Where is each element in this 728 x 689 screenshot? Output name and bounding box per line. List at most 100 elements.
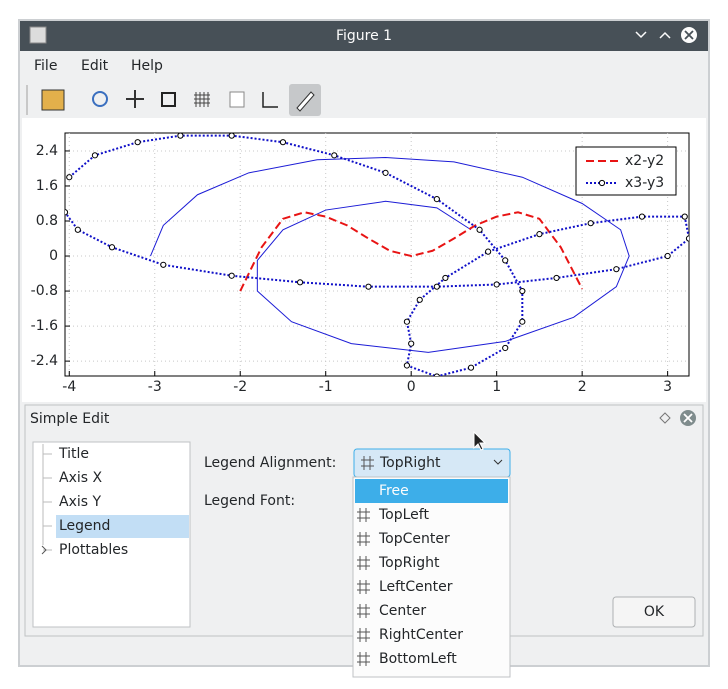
x-tick-label: 0: [407, 379, 416, 395]
toolbar-handle: [26, 85, 28, 115]
marker: [331, 152, 338, 159]
series-line: [239, 211, 584, 292]
marker: [382, 169, 389, 176]
marker: [296, 279, 304, 286]
marker: [519, 318, 526, 325]
x-tick-label: 2: [578, 379, 587, 395]
menu-item[interactable]: File: [34, 58, 57, 74]
series-line: [65, 134, 689, 376]
dropdown-option[interactable]: TopCenter: [378, 531, 450, 547]
y-tick-label: -0.8: [31, 283, 58, 299]
window-title: Figure 1: [336, 28, 392, 44]
ok-button[interactable]: [612, 596, 696, 628]
marker: [403, 318, 411, 325]
marker: [502, 257, 509, 264]
tree-item[interactable]: Plottables: [59, 542, 128, 558]
marker: [519, 287, 526, 295]
x-tick-label: -2: [233, 379, 247, 395]
marker: [467, 364, 475, 371]
window-controls[interactable]: [635, 31, 671, 39]
option-icon: [357, 556, 370, 570]
dropdown-option[interactable]: TopRight: [378, 555, 440, 571]
app-icon: [29, 26, 47, 44]
dropdown-option[interactable]: LeftCenter: [379, 579, 453, 595]
option-highlight: [355, 479, 508, 503]
combo-value[interactable]: TopRight: [379, 455, 441, 471]
legend: [575, 146, 677, 196]
tree-selection: [56, 515, 189, 538]
dialog-title: Simple Edit: [30, 411, 110, 427]
marker: [485, 248, 492, 255]
marker: [66, 174, 73, 181]
tool-edit[interactable]: [296, 91, 315, 112]
dropdown-option[interactable]: Free: [379, 483, 409, 499]
plot-clip: [65, 133, 689, 376]
marker: [279, 139, 287, 146]
y-tick-label: 0: [49, 248, 58, 264]
option-icon: [357, 532, 370, 546]
legend-label: x2-y2: [625, 153, 664, 169]
marker: [160, 261, 167, 268]
marker: [365, 283, 372, 290]
form-label: Legend Alignment:: [204, 455, 336, 471]
y-tick-label: 0.8: [36, 213, 58, 229]
dropdown-option[interactable]: TopLeft: [378, 507, 429, 523]
legend-label: x3-y3: [625, 175, 664, 191]
title-bar: [20, 21, 708, 51]
marker: [403, 362, 411, 369]
marker: [553, 274, 560, 282]
x-tick-label: 1: [492, 379, 501, 395]
marker: [408, 340, 415, 347]
dialog-close-x: [683, 413, 693, 423]
dropdown-option[interactable]: RightCenter: [379, 627, 463, 643]
tree-item[interactable]: Legend: [59, 518, 110, 534]
plot: -4 -3 -2 -1 0 1 2 3 -2.4 -1.6 -0.8 0 0.8 1.6 2.4 x2-y2 x…: [31, 133, 689, 395]
marker: [108, 244, 116, 251]
tree-item[interactable]: Title: [58, 446, 89, 462]
form: Legend Alignment: Legend Font: TopRight Fre…: [204, 448, 696, 678]
option-icon: [357, 628, 370, 642]
tool-grid[interactable]: [194, 92, 210, 107]
marker: [638, 213, 646, 220]
tool-zoom[interactable]: [92, 91, 108, 107]
toolbar: [26, 84, 321, 116]
option-icon: [357, 508, 370, 522]
marker: [416, 296, 423, 303]
marker: [134, 139, 141, 146]
tool-legend[interactable]: [229, 91, 245, 108]
tool-rect[interactable]: [161, 92, 176, 107]
tree-item[interactable]: Axis X: [59, 470, 102, 486]
marker: [442, 274, 449, 282]
marker: [433, 373, 440, 376]
menu-item[interactable]: Help: [131, 58, 163, 74]
marker: [228, 133, 235, 139]
marker: [536, 231, 543, 238]
x-tick-label: -1: [319, 379, 333, 395]
option-icon: [357, 604, 370, 618]
tool-pan[interactable]: [126, 90, 144, 108]
marker: [433, 283, 440, 290]
option-icon: [357, 652, 370, 666]
marker: [613, 266, 620, 273]
menu-item[interactable]: Edit: [81, 58, 109, 74]
x-tick-label: -4: [62, 379, 76, 395]
dropdown-option[interactable]: BottomLeft: [379, 651, 457, 667]
tool-axes[interactable]: [262, 92, 278, 108]
combo-arrow: [493, 459, 503, 465]
tree-expander[interactable]: [41, 545, 47, 555]
form-label: Legend Font:: [204, 493, 295, 509]
tree-item[interactable]: Axis Y: [59, 494, 101, 510]
dropdown-option[interactable]: Center: [379, 603, 426, 619]
y-tick-label: 1.6: [36, 178, 58, 194]
series-line: [150, 157, 630, 353]
marker: [433, 196, 440, 203]
option-icon: [357, 580, 370, 594]
cursor: [473, 430, 487, 451]
dialog-float[interactable]: [659, 412, 671, 424]
marker: [74, 226, 81, 233]
tool-save[interactable]: [41, 89, 65, 111]
legend-marker: [598, 179, 606, 187]
y-tick-label: -1.6: [31, 318, 58, 334]
close-x: [684, 30, 694, 40]
